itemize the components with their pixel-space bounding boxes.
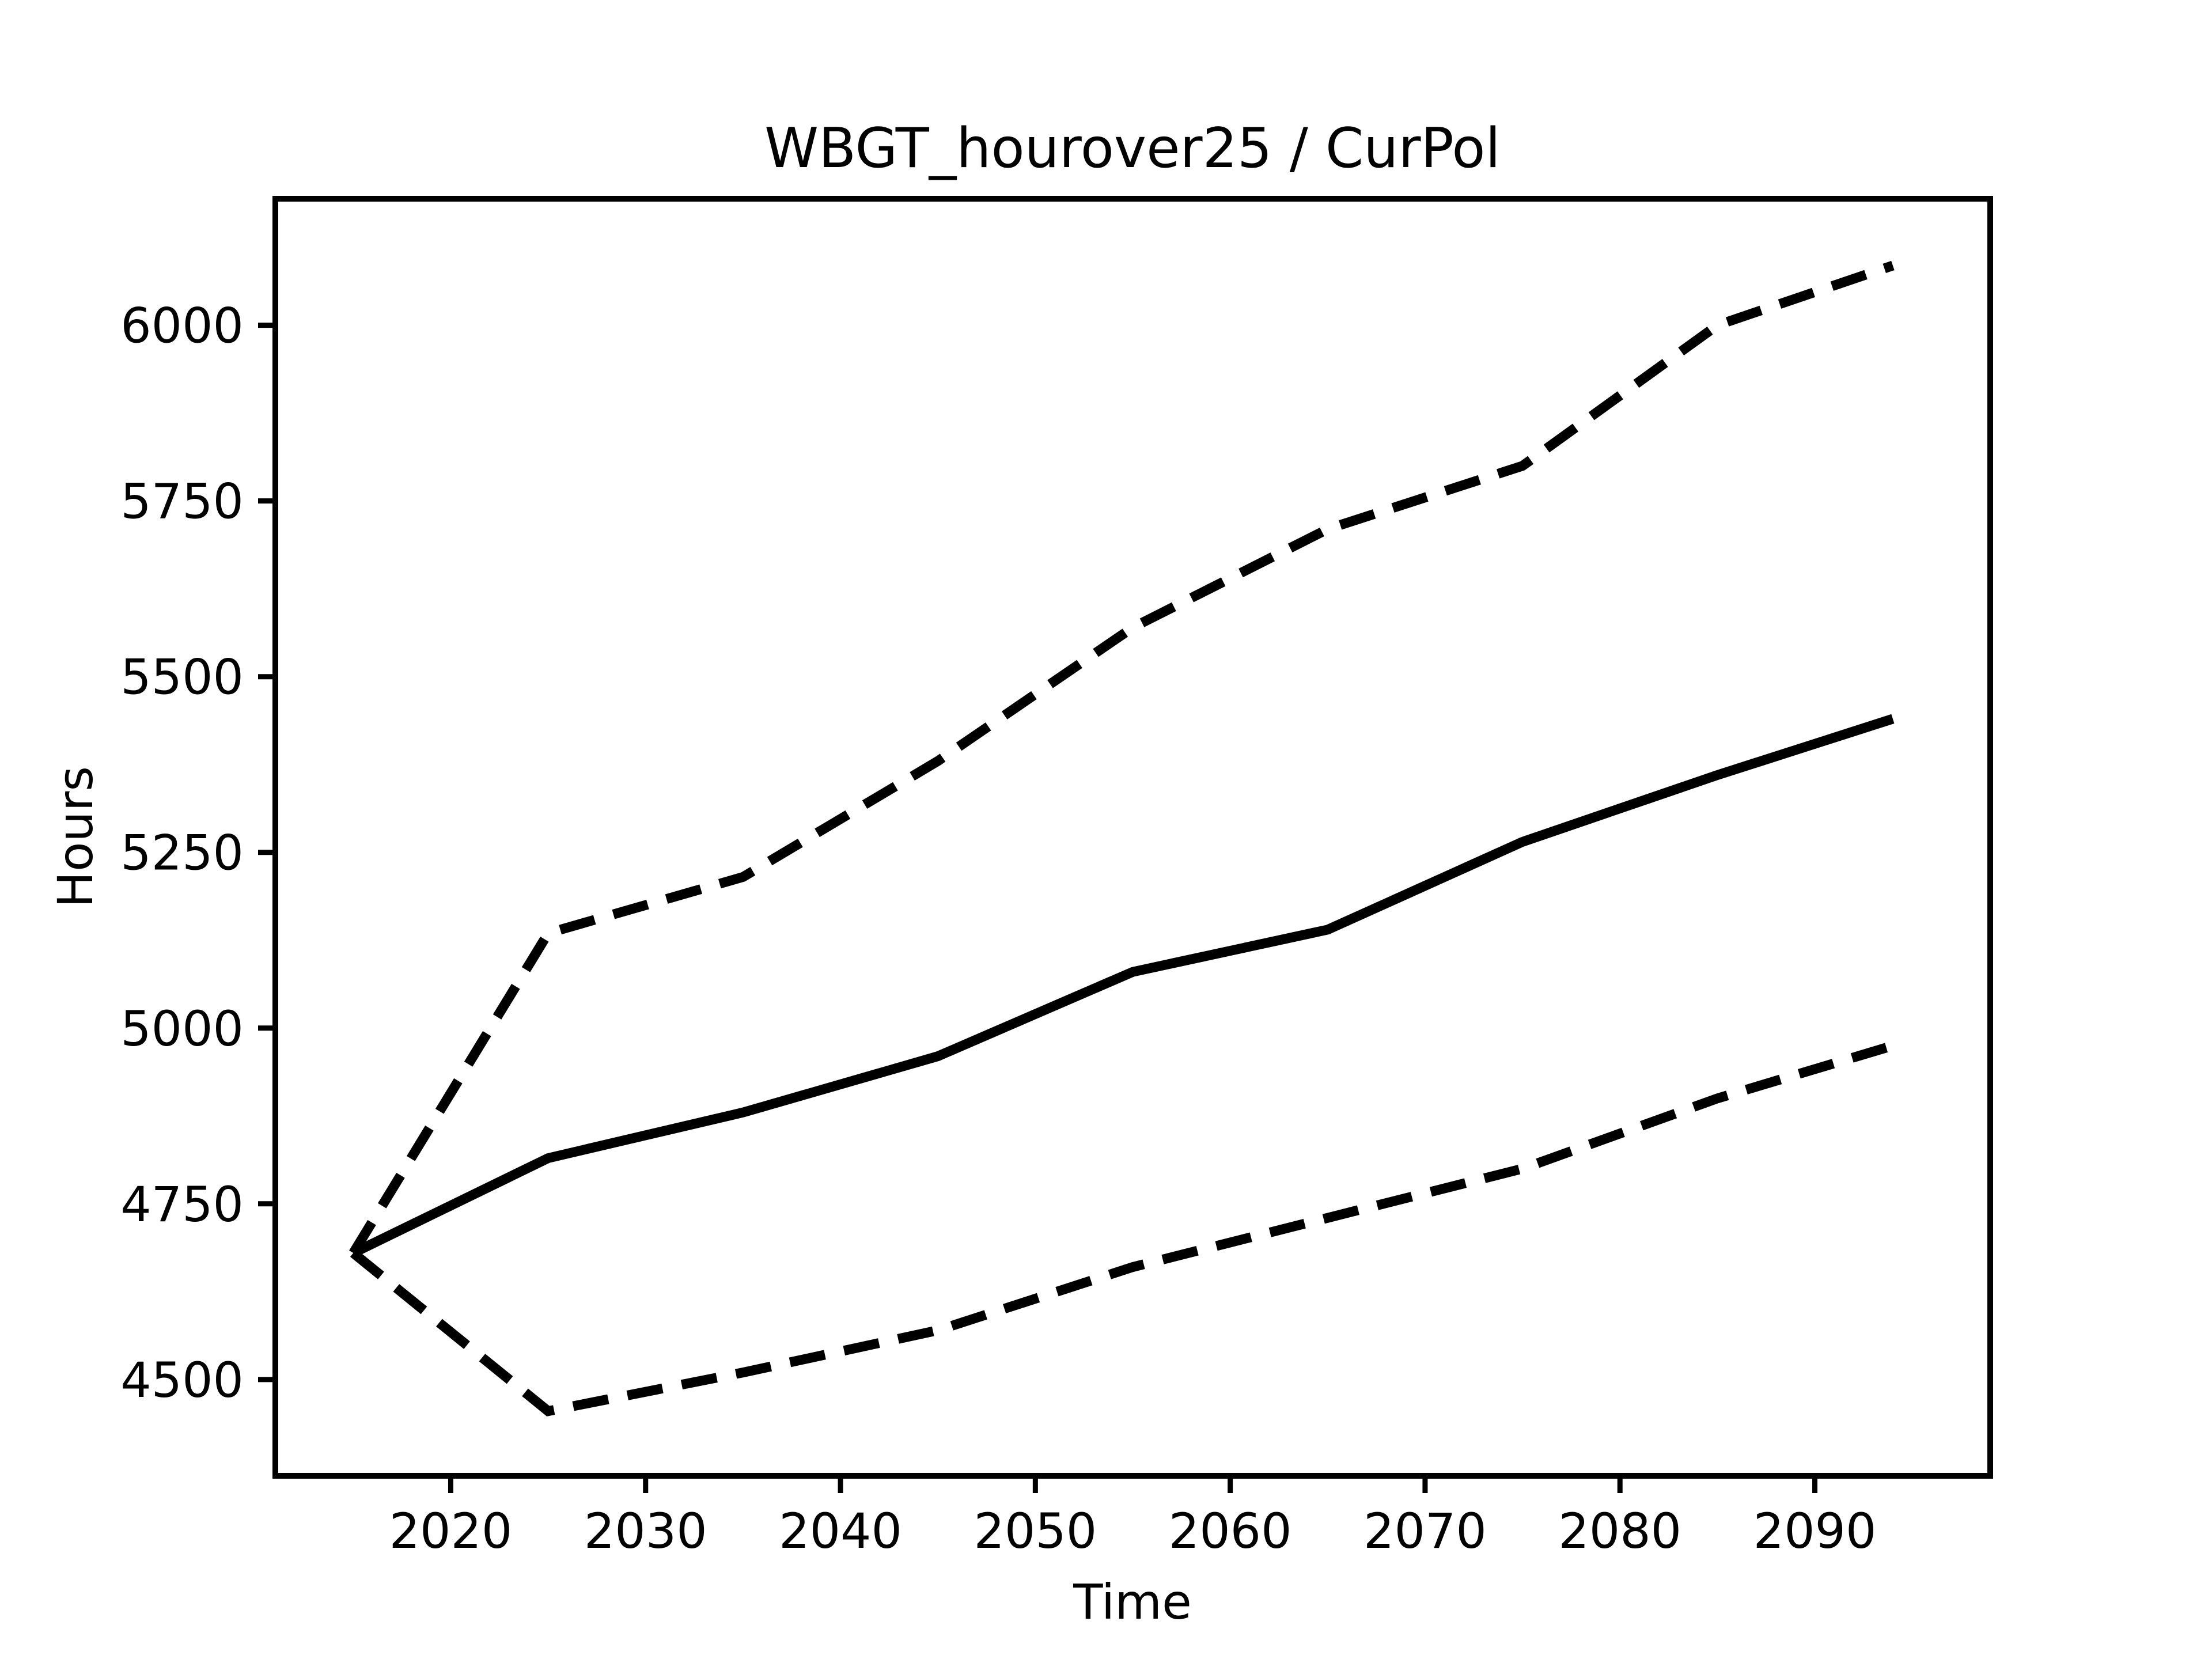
x-axis-label: Time (1073, 1574, 1192, 1630)
y-axis-tick-labels: 4500 4750 5000 5250 5500 5750 6000 (120, 298, 244, 1408)
series-line-lower (350, 1041, 1895, 1416)
y-tick-label: 4500 (120, 1352, 244, 1408)
chart-title: WBGT_hourover25 / CurPol (764, 117, 1501, 180)
x-tick-label: 2050 (974, 1503, 1097, 1559)
y-tick-label: 5250 (120, 825, 244, 881)
y-tick-label: 5500 (120, 649, 244, 706)
y-tick-label: 4750 (120, 1176, 244, 1233)
x-tick-label: 2080 (1558, 1503, 1681, 1559)
x-tick-label: 2030 (584, 1503, 707, 1559)
series-line-mean (351, 714, 1895, 1257)
data-series-group (349, 260, 1895, 1416)
x-tick-label: 2060 (1169, 1503, 1292, 1559)
x-tick-label: 2040 (779, 1503, 902, 1559)
y-axis-tick-marks (258, 323, 275, 1382)
x-tick-label: 2070 (1363, 1503, 1487, 1559)
y-tick-label: 6000 (120, 298, 244, 354)
y-tick-label: 5750 (120, 474, 244, 530)
y-axis-label: Hours (47, 766, 104, 908)
y-tick-label: 5000 (120, 1001, 244, 1057)
x-tick-label: 2020 (389, 1503, 513, 1559)
x-axis-tick-labels: 2020 2030 2040 2050 2060 2070 2080 2090 (389, 1503, 1877, 1559)
series-line-upper (349, 260, 1895, 1256)
plot-area-frame (272, 196, 1993, 1479)
x-tick-label: 2090 (1753, 1503, 1877, 1559)
